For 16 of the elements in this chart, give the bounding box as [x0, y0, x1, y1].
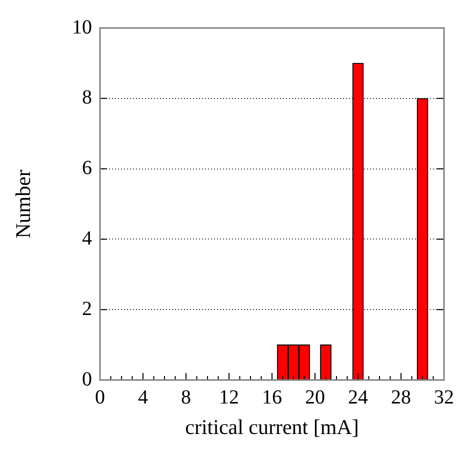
- x-tick-label: 4: [138, 386, 148, 408]
- x-tick-label: 24: [348, 386, 368, 408]
- x-tick-label: 28: [391, 386, 411, 408]
- y-tick-label: 4: [82, 227, 92, 250]
- x-tick-label: 20: [305, 386, 325, 408]
- y-axis-title: Number: [11, 170, 36, 238]
- y-tick-label: 2: [82, 298, 92, 320]
- x-tick-label: 32: [434, 386, 454, 408]
- y-tick-label: 0: [82, 368, 92, 390]
- x-axis-title: critical current [mA]: [185, 414, 359, 439]
- y-tick-label: 6: [82, 157, 92, 180]
- x-tick-label: 12: [219, 386, 239, 408]
- x-tick-label: 16: [262, 386, 282, 408]
- x-tick-label: 8: [181, 386, 191, 408]
- y-tick-label: 10: [72, 16, 92, 38]
- y-tick-label: 8: [82, 86, 92, 109]
